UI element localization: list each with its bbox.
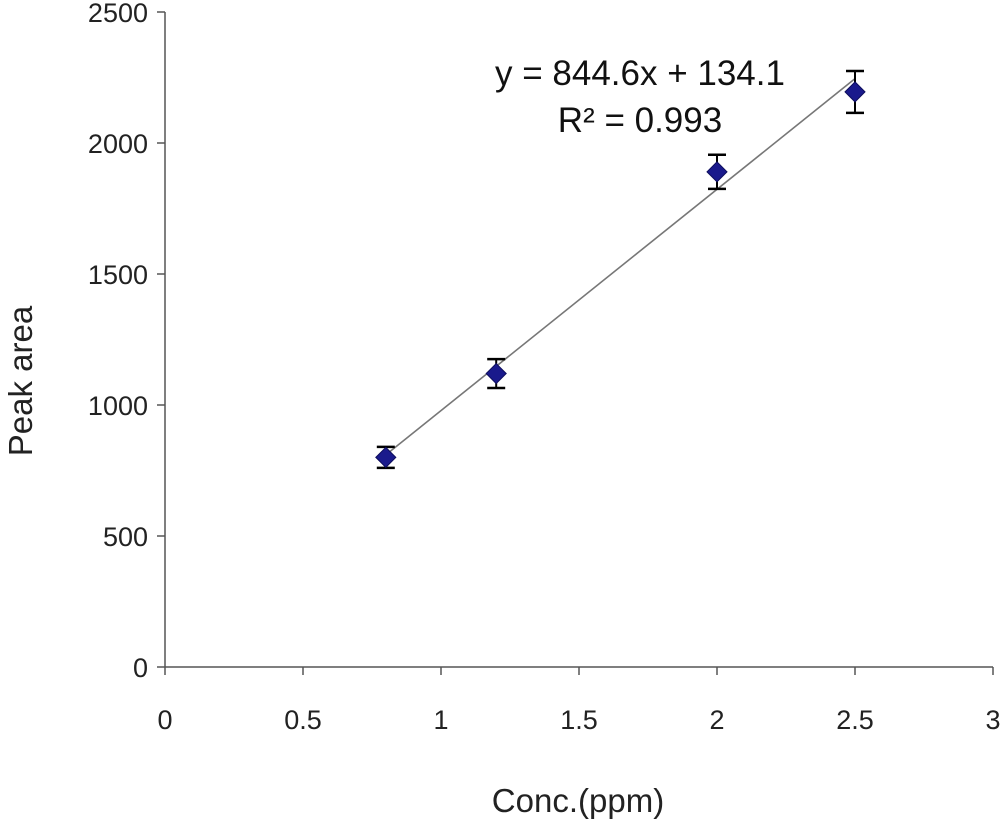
y-tick-label: 2000 xyxy=(88,129,148,159)
x-axis-ticks: 0 0.5 1 1.5 2 2.5 3 xyxy=(157,667,1000,735)
equation-label: y = 844.6x + 134.1 xyxy=(495,54,785,93)
data-point xyxy=(375,446,397,469)
x-tick-label: 1 xyxy=(433,705,448,735)
x-tick-label: 2.5 xyxy=(836,705,874,735)
trendline xyxy=(385,78,856,456)
x-tick-label: 2 xyxy=(709,705,724,735)
data-point xyxy=(485,362,507,385)
x-tick-label: 1.5 xyxy=(560,705,598,735)
y-axis-title: Peak area xyxy=(2,305,39,456)
y-tick-label: 2500 xyxy=(88,0,148,28)
axes xyxy=(164,12,993,668)
data-point xyxy=(706,161,728,183)
data-points xyxy=(375,81,866,469)
x-tick-label: 3 xyxy=(985,705,1000,735)
trendline-layer xyxy=(385,78,856,456)
data-point xyxy=(844,81,866,103)
x-tick-label: 0.5 xyxy=(284,705,322,735)
y-tick-label: 1500 xyxy=(88,260,148,290)
x-tick-label: 0 xyxy=(157,705,172,735)
y-axis-ticks: 0 500 1000 1500 2000 2500 xyxy=(88,0,165,683)
x-axis-title: Conc.(ppm) xyxy=(492,782,664,819)
y-tick-label: 0 xyxy=(133,653,148,683)
y-tick-label: 1000 xyxy=(88,391,148,421)
y-tick-label: 500 xyxy=(103,522,148,552)
r-squared-label: R² = 0.993 xyxy=(558,101,722,140)
